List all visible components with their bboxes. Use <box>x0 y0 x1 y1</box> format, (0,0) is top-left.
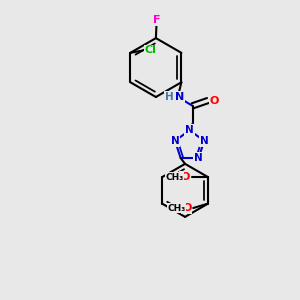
Text: N: N <box>175 92 184 102</box>
Text: H: H <box>165 92 174 102</box>
Text: O: O <box>182 203 191 213</box>
Text: N: N <box>185 125 194 135</box>
Text: CH₃: CH₃ <box>165 172 183 182</box>
Text: N: N <box>171 136 179 146</box>
Text: CH₃: CH₃ <box>167 203 186 212</box>
Text: O: O <box>180 172 190 182</box>
Text: N: N <box>200 136 208 146</box>
Text: O: O <box>210 95 219 106</box>
Text: F: F <box>153 15 160 25</box>
Text: Cl: Cl <box>145 46 156 56</box>
Text: N: N <box>194 153 203 163</box>
